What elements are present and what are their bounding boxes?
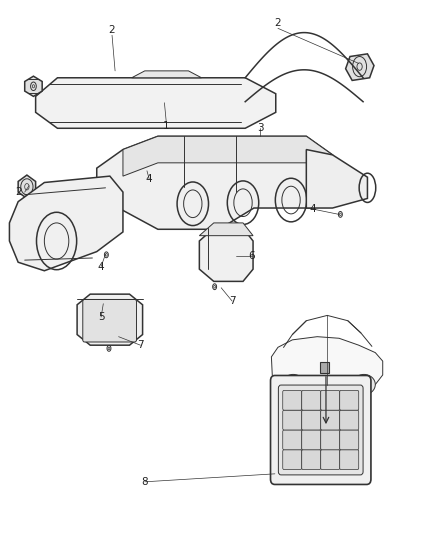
FancyBboxPatch shape: [271, 375, 371, 484]
Text: 6: 6: [248, 251, 255, 261]
FancyBboxPatch shape: [340, 390, 359, 410]
Text: 7: 7: [137, 340, 144, 350]
FancyBboxPatch shape: [283, 390, 302, 410]
Polygon shape: [346, 54, 374, 80]
Text: 2: 2: [109, 25, 115, 35]
FancyBboxPatch shape: [283, 450, 302, 470]
FancyBboxPatch shape: [340, 450, 359, 470]
Polygon shape: [25, 76, 42, 96]
Polygon shape: [77, 294, 143, 345]
Text: 8: 8: [141, 477, 148, 487]
Text: 5: 5: [98, 312, 104, 322]
FancyBboxPatch shape: [279, 385, 363, 475]
FancyBboxPatch shape: [302, 430, 321, 450]
Polygon shape: [97, 136, 332, 229]
FancyBboxPatch shape: [321, 450, 340, 470]
FancyBboxPatch shape: [321, 410, 340, 430]
FancyBboxPatch shape: [340, 410, 359, 430]
Text: 3: 3: [257, 123, 264, 133]
Polygon shape: [35, 78, 276, 128]
Ellipse shape: [282, 374, 304, 394]
Polygon shape: [132, 71, 201, 78]
Text: 1: 1: [163, 120, 170, 131]
Text: 7: 7: [229, 296, 235, 306]
FancyBboxPatch shape: [302, 450, 321, 470]
FancyBboxPatch shape: [283, 410, 302, 430]
FancyBboxPatch shape: [321, 430, 340, 450]
FancyBboxPatch shape: [340, 430, 359, 450]
Polygon shape: [123, 136, 332, 176]
Text: 4: 4: [310, 204, 316, 214]
FancyBboxPatch shape: [320, 362, 329, 373]
FancyBboxPatch shape: [83, 300, 137, 342]
Polygon shape: [306, 150, 367, 208]
Polygon shape: [199, 228, 253, 281]
Text: 2: 2: [275, 18, 281, 28]
Text: 2: 2: [16, 187, 22, 197]
Polygon shape: [272, 337, 383, 384]
Ellipse shape: [353, 374, 375, 394]
Text: 4: 4: [146, 174, 152, 184]
FancyBboxPatch shape: [302, 410, 321, 430]
FancyBboxPatch shape: [321, 390, 340, 410]
Polygon shape: [10, 176, 123, 271]
FancyBboxPatch shape: [283, 430, 302, 450]
Polygon shape: [18, 175, 35, 198]
Text: 4: 4: [98, 262, 104, 271]
Polygon shape: [199, 223, 253, 236]
FancyBboxPatch shape: [302, 390, 321, 410]
